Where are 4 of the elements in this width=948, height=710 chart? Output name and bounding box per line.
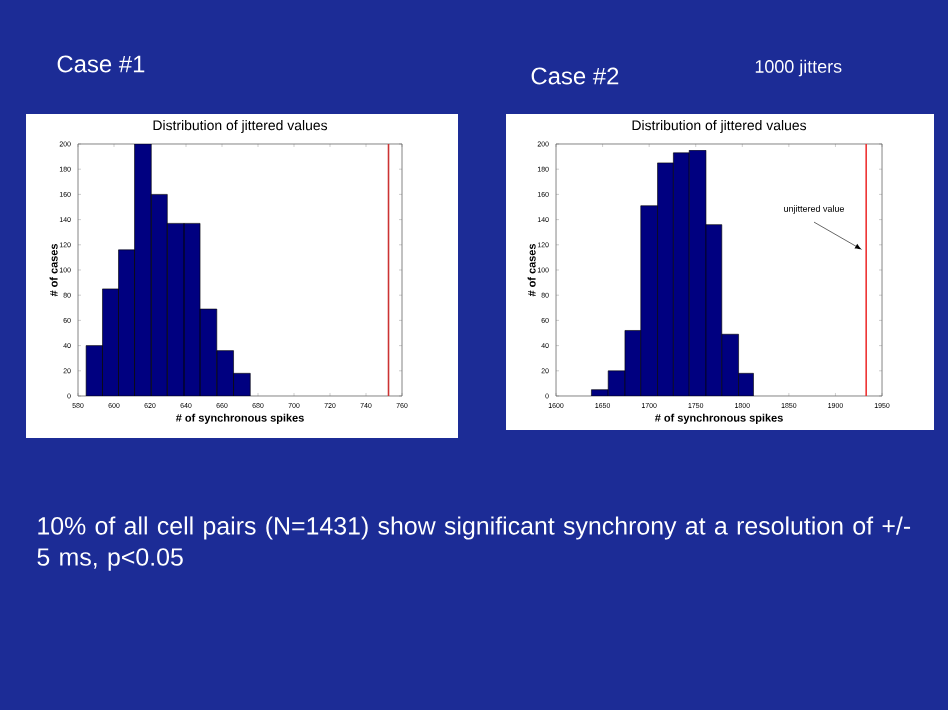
text: 1000 jitters — [755, 59, 842, 77]
text: Case #1 — [57, 55, 145, 73]
text: 10% of all cell pairs (N=1431) show significant synchrony at a resolution of +/-5 ms, p<0.05 — [37, 516, 911, 571]
text: Case #2 — [531, 67, 619, 85]
